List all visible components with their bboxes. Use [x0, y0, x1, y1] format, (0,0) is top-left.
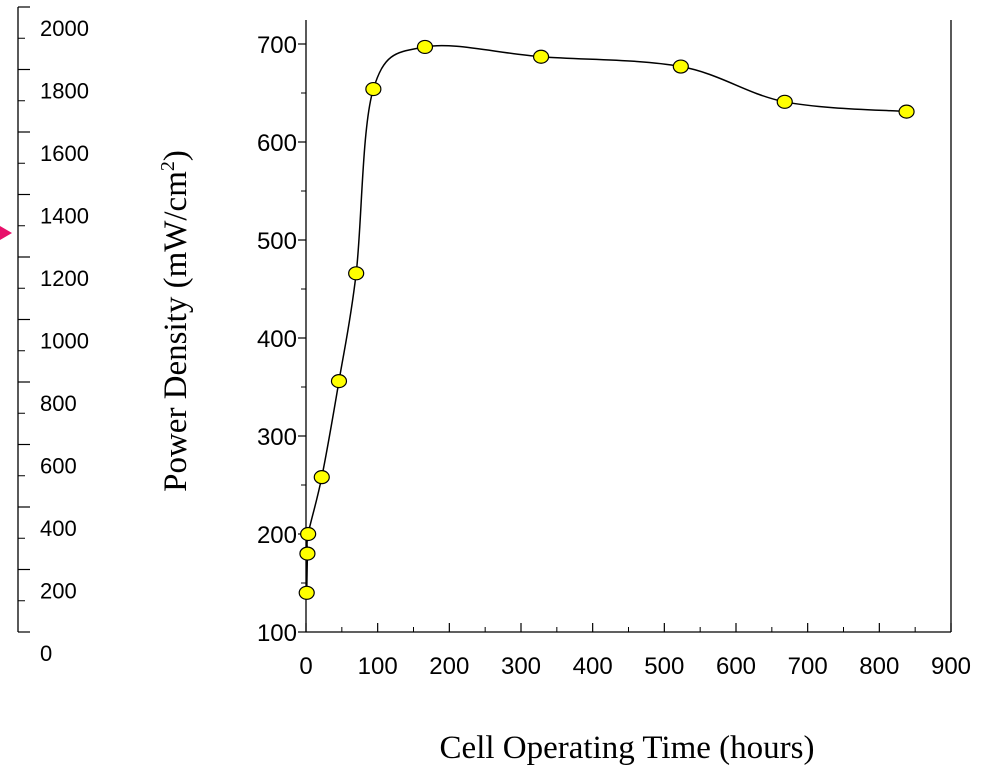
- left-tick-label: 1000: [40, 329, 89, 354]
- x-tick-label: 300: [501, 653, 541, 680]
- x-tick-label: 400: [573, 653, 613, 680]
- x-tick-label: 0: [299, 653, 312, 680]
- y-tick-label: 400: [257, 326, 297, 353]
- y-tick-label: 500: [257, 228, 297, 255]
- data-point: [365, 81, 382, 97]
- data-point: [898, 104, 915, 119]
- x-tick-label: 500: [644, 653, 684, 680]
- y-tick-label: 300: [257, 424, 297, 451]
- y-axis-title: Power Density (mW/cm2): [157, 150, 194, 492]
- data-point: [416, 39, 434, 55]
- left-axis-ticks: 0 200 400 600 800 1000 1200 1400 1600 1800 2000: [18, 6, 89, 666]
- left-tick-label: 1600: [40, 141, 89, 166]
- left-tick-label: 800: [40, 391, 77, 416]
- data-point: [672, 59, 689, 74]
- left-tick-label: 2000: [40, 16, 89, 41]
- x-tick-label: 800: [859, 653, 899, 680]
- x-axis-title: Cell Operating Time (hours): [440, 730, 815, 766]
- y-tick-label: 600: [257, 130, 297, 157]
- y-axis-ticks: 100 200 300 400 500 600 700: [257, 32, 306, 647]
- left-tick-label: 0: [40, 641, 52, 666]
- data-point: [776, 94, 793, 109]
- left-tick-label: 600: [40, 454, 77, 479]
- left-tick-label: 1400: [40, 204, 89, 229]
- data-point: [299, 546, 316, 561]
- x-tick-label: 100: [358, 653, 398, 680]
- x-tick-label: 700: [788, 653, 828, 680]
- x-axis-ticks: 0 100 200 300 400 500 600 700 800 900: [299, 623, 971, 680]
- data-point: [300, 526, 317, 542]
- left-tick-label: 200: [40, 579, 77, 604]
- pointer-arrow-icon: [0, 226, 12, 240]
- y-axis-title-sup: 2: [157, 161, 179, 171]
- y-tick-label: 100: [257, 620, 297, 647]
- left-tick-label: 1200: [40, 266, 89, 291]
- y-tick-label: 200: [257, 522, 297, 549]
- y-tick-label: 700: [257, 32, 297, 59]
- main-axes: [305, 20, 952, 633]
- data-point: [348, 266, 365, 281]
- x-tick-label: 600: [716, 653, 756, 680]
- data-point: [330, 374, 348, 389]
- x-tick-label: 900: [931, 653, 971, 680]
- left-axis-minor-ticks: [18, 37, 25, 602]
- data-point: [313, 470, 330, 485]
- left-tick-label: 1800: [40, 79, 89, 104]
- series-line: [305, 44, 907, 593]
- left-tick-label: 400: [40, 516, 77, 541]
- y-axis-title-close: ): [158, 150, 194, 161]
- y-axis-title-main: Power Density (mW/cm: [158, 171, 194, 492]
- x-tick-label: 200: [429, 653, 469, 680]
- series-points: [298, 39, 915, 600]
- data-point: [298, 585, 315, 600]
- data-point: [532, 49, 550, 64]
